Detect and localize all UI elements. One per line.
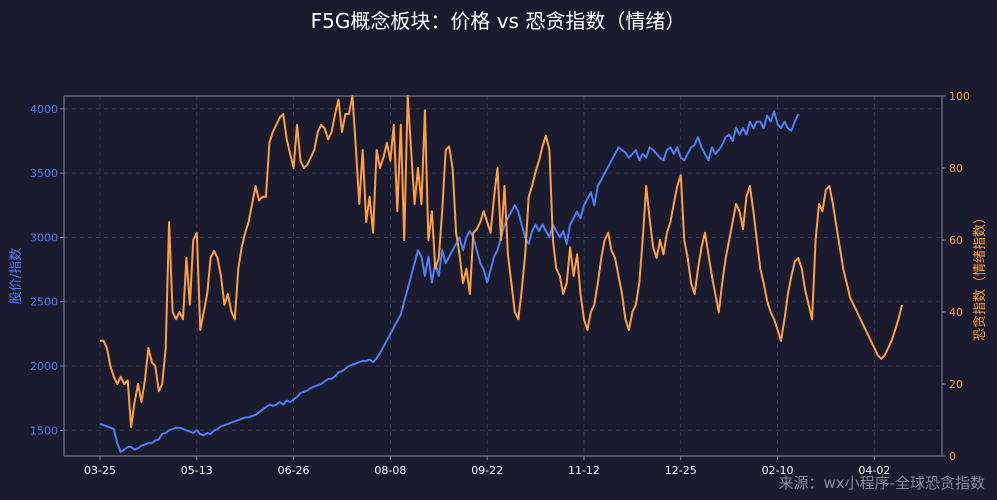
y-right-tick-label: 60 [949, 234, 963, 247]
x-tick-label: 11-12 [568, 464, 600, 477]
series-lines [99, 95, 903, 454]
y-right-tick-label: 0 [949, 450, 956, 463]
price-line [99, 110, 800, 454]
x-tick-label: 04-02 [858, 464, 890, 477]
x-tick-label: 12-25 [665, 464, 697, 477]
y-left-tick-label: 2500 [30, 296, 58, 309]
y-right-tick-label: 40 [949, 306, 963, 319]
y-right-tick-label: 80 [949, 162, 963, 175]
y-right-tick-label: 20 [949, 378, 963, 391]
x-tick-label: 03-25 [84, 464, 116, 477]
y-left-tick-label: 3000 [30, 231, 58, 244]
y-left-tick-label: 3500 [30, 167, 58, 180]
y-right-tick-label: 100 [949, 90, 970, 103]
x-tick-label: 09-22 [471, 464, 503, 477]
y-left-tick-label: 2000 [30, 360, 58, 373]
x-tick-label: 08-08 [374, 464, 406, 477]
tick-labels: 1500 2000 2500 3000 3500 4000 0 20 40 60 80 100 03-2… [30, 90, 970, 477]
x-tick-label: 05-13 [181, 464, 213, 477]
watermark: 来源：wx小程序-全球恐贪指数 [778, 474, 985, 492]
sentiment-line [100, 95, 903, 429]
x-tick-label: 02-10 [762, 464, 794, 477]
grid-lines [64, 96, 942, 456]
y-axis-right-label: 恐贪指数（情绪指数） [973, 211, 988, 341]
y-axis-left-label: 股价/指数 [9, 248, 24, 304]
y-left-tick-label: 4000 [30, 103, 58, 116]
y-left-tick-label: 1500 [30, 424, 58, 437]
axes [63, 95, 943, 457]
x-tick-label: 06-26 [278, 464, 310, 477]
chart-title: F5G概念板块：价格 vs 恐贪指数（情绪） [311, 9, 686, 33]
